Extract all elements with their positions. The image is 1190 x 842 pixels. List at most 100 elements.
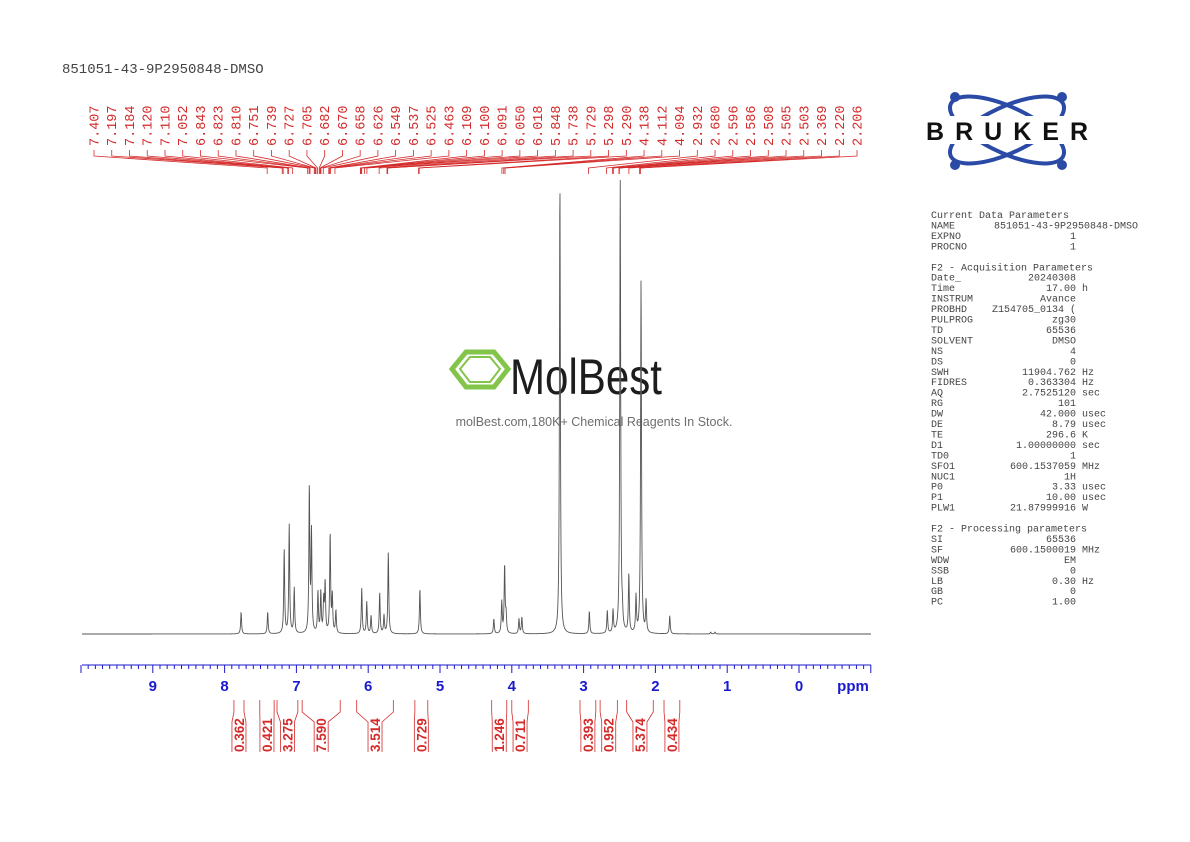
peak-label-leader bbox=[588, 150, 698, 174]
peak-label: 6.626 bbox=[372, 105, 387, 146]
integral-bracket bbox=[579, 700, 582, 752]
peak-label: 6.525 bbox=[426, 105, 441, 146]
param-key: NUC1 bbox=[931, 472, 955, 483]
integral-bracket bbox=[663, 700, 666, 752]
param-key: GB bbox=[931, 587, 943, 598]
integral-value: 0.362 bbox=[232, 718, 247, 752]
param-key: P0 bbox=[931, 483, 943, 494]
peak-label-leader bbox=[628, 150, 822, 174]
param-key: DE bbox=[931, 420, 943, 431]
param-value: 21.87999916 bbox=[1010, 504, 1076, 515]
param-unit: usec bbox=[1082, 493, 1106, 504]
param-unit: Hz bbox=[1082, 368, 1094, 379]
integral-bracket bbox=[646, 700, 654, 752]
peak-label-leader bbox=[235, 150, 311, 174]
param-value: 1 bbox=[1070, 242, 1076, 253]
peak-label: 2.596 bbox=[727, 105, 742, 146]
param-unit: MHz bbox=[1082, 545, 1100, 556]
peak-label: 6.705 bbox=[301, 105, 316, 146]
peak-label: 6.100 bbox=[479, 105, 494, 146]
peak-label-leader bbox=[606, 150, 716, 174]
integral-bracket bbox=[276, 700, 281, 752]
peak-label: 5.729 bbox=[585, 105, 600, 146]
param-value: 11904.762 bbox=[1022, 368, 1076, 379]
peak-label: 7.052 bbox=[177, 105, 192, 146]
peak-label: 6.549 bbox=[390, 105, 405, 146]
peak-label: 4.112 bbox=[656, 105, 671, 146]
peak-label-leader bbox=[503, 150, 663, 174]
param-key: EXPNO bbox=[931, 232, 961, 243]
peak-label: 6.843 bbox=[195, 105, 210, 146]
param-key: INSTRUM bbox=[931, 295, 973, 306]
param-value: EM bbox=[1064, 556, 1076, 567]
param-key: SF bbox=[931, 545, 943, 556]
param-key: FIDRES bbox=[931, 378, 967, 389]
peak-label: 4.094 bbox=[674, 105, 689, 146]
peak-label-leader bbox=[639, 150, 840, 174]
integral-value: 0.393 bbox=[581, 718, 596, 752]
molbest-tagline: molBest.com,180K+ Chemical Reagents In S… bbox=[456, 415, 733, 429]
integral-value: 3.275 bbox=[280, 718, 295, 752]
integral-value: 5.374 bbox=[633, 718, 648, 752]
spectrum-trace bbox=[82, 180, 871, 635]
peak-label: 2.508 bbox=[763, 105, 778, 146]
peak-label-leader bbox=[418, 150, 627, 174]
integral-value: 7.590 bbox=[314, 718, 329, 752]
peak-label-leader bbox=[328, 150, 397, 174]
peak-label-leader bbox=[111, 150, 283, 174]
integral-bracket bbox=[294, 700, 299, 752]
param-unit: Hz bbox=[1082, 378, 1094, 389]
peak-label: 6.682 bbox=[319, 105, 334, 146]
x-tick-label: 0 bbox=[795, 678, 803, 695]
peak-label: 2.220 bbox=[834, 105, 849, 146]
param-key: TD0 bbox=[931, 451, 949, 462]
param-value: DMSO bbox=[1052, 336, 1076, 347]
integral-bracket bbox=[243, 700, 247, 752]
peak-labels: 7.407 7.197 7.184 7.120 7.110 7.052 6.843 6.823… bbox=[89, 105, 867, 174]
peak-label: 2.932 bbox=[692, 105, 707, 146]
peak-label: 6.823 bbox=[213, 105, 228, 146]
peak-label: 6.109 bbox=[461, 105, 476, 146]
integral-bracket bbox=[505, 700, 508, 752]
peak-label: 2.680 bbox=[710, 105, 725, 146]
param-unit: usec bbox=[1082, 420, 1106, 431]
peak-label-leader bbox=[359, 150, 468, 174]
peak-label-leader bbox=[361, 150, 503, 174]
peak-label-leader bbox=[329, 150, 414, 174]
param-value: 1 bbox=[1070, 232, 1076, 243]
peak-label: 5.848 bbox=[550, 105, 565, 146]
param-key: D1 bbox=[931, 441, 943, 452]
params-section-title: F2 - Processing parameters bbox=[931, 524, 1087, 536]
peak-label: 6.537 bbox=[408, 105, 423, 146]
peak-label-leader bbox=[93, 150, 268, 174]
param-key: PC bbox=[931, 598, 943, 609]
param-value: 3.33 bbox=[1052, 483, 1076, 494]
peak-label-leader bbox=[322, 150, 379, 174]
x-tick-label: 2 bbox=[651, 678, 659, 695]
param-key: PROBHD bbox=[931, 305, 967, 316]
param-unit: K bbox=[1082, 430, 1088, 441]
param-value: 65536 bbox=[1046, 326, 1076, 337]
x-tick-label: 9 bbox=[149, 678, 157, 695]
integral-bracket bbox=[626, 700, 634, 752]
param-unit: W bbox=[1082, 504, 1088, 515]
peak-label-leader bbox=[200, 150, 309, 174]
peak-label-leader bbox=[320, 150, 361, 174]
param-value: 1 bbox=[1070, 451, 1076, 462]
integral-value: 0.711 bbox=[513, 718, 528, 752]
x-axis-label: ppm bbox=[837, 678, 869, 695]
peak-label: 2.586 bbox=[745, 105, 760, 146]
peak-label-leader bbox=[612, 150, 751, 174]
peak-label-leader bbox=[501, 150, 645, 174]
peak-label: 6.727 bbox=[284, 105, 299, 146]
x-tick-label: 3 bbox=[579, 678, 587, 695]
param-value: 851051-43-9P2950848-DMSO bbox=[994, 221, 1138, 232]
x-tick-label: 5 bbox=[436, 678, 444, 695]
peak-label-leader bbox=[387, 150, 592, 174]
molbest-watermark: MolBest molBest.com,180K+ Chemical Reage… bbox=[448, 349, 733, 429]
peak-label-leader bbox=[504, 150, 680, 174]
bruker-logo: BRUKER bbox=[924, 92, 1092, 170]
param-value: 65536 bbox=[1046, 535, 1076, 546]
x-tick-label: 8 bbox=[220, 678, 228, 695]
